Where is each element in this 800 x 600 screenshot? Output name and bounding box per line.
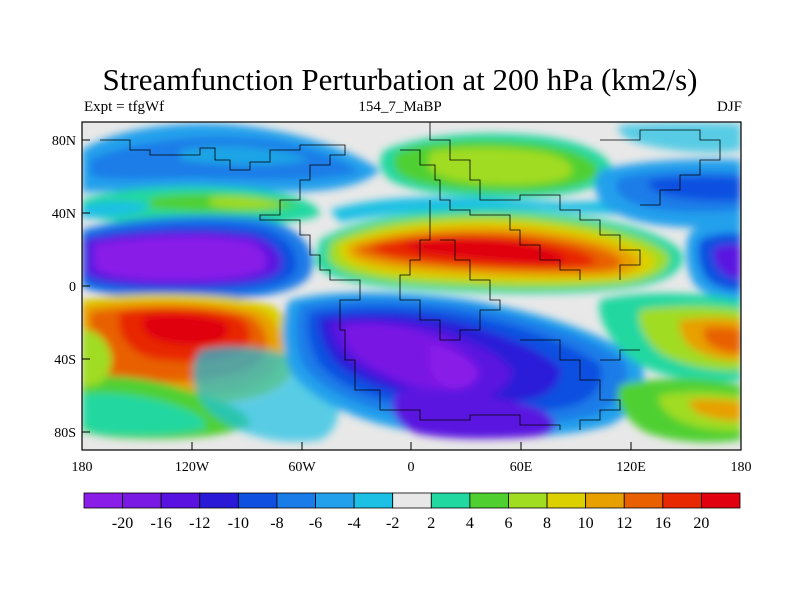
lon-tick-label: 120W [175,460,210,475]
colorbar-box [353,492,394,509]
colorbar-box [701,492,741,509]
colorbar-box [662,492,702,509]
lat-tick-label: 80S [54,426,76,441]
colorbar-label: 12 [616,515,632,532]
run-label: 154_7_MaBP [358,99,442,115]
lat-tick-label: 40S [54,353,76,368]
lon-tick-labels: 180 120W 60W 0 60E 120E 180 [72,460,752,475]
colorbar-box [276,492,316,509]
lon-tick-label: 60W [288,460,316,475]
colorbar-box [430,492,471,509]
colorbar-label: 10 [578,515,594,532]
colorbar-box [392,492,432,509]
experiment-label: Expt = tfgWf [84,99,165,115]
colorbar-label: -10 [228,515,249,532]
colorbar-label: -2 [386,515,399,532]
colorbar-box [199,492,239,509]
colorbar-box [315,492,355,509]
colorbar-box [122,492,162,509]
colorbar-label: -4 [347,515,360,532]
colorbar-labels: -20 -16 -12 -10 -8 -6 -4 -2 2 4 6 8 10 12 16 20 [112,515,709,532]
colorbar-label: -12 [189,515,210,532]
lat-tick-labels: 80N 40N 0 40S 80S [52,134,76,441]
colorbar-label: -16 [151,515,172,532]
colorbar-label: -8 [270,515,283,532]
lon-tick-label: 120E [616,460,646,475]
colorbar-label: 8 [543,515,551,532]
lat-tick-label: 0 [69,280,76,295]
lon-tick-label: 60E [510,460,533,475]
colorbar-box [160,492,201,509]
filled-contours [82,122,741,443]
lon-tick-label: 0 [408,460,415,475]
colorbar-box [508,492,548,509]
colorbar-boxes [83,492,741,509]
chart-title: Streamfunction Perturbation at 200 hPa (… [102,62,698,97]
tick-marks [81,139,742,450]
lat-tick-label: 80N [52,134,76,149]
colorbar-label: 16 [655,515,671,532]
coastlines [100,122,721,430]
lon-tick-label: 180 [72,460,93,475]
lat-tick-label: 40N [52,207,76,222]
colorbar-label: 2 [427,515,435,532]
colorbar-label: -20 [112,515,133,532]
colorbar-label: -6 [309,515,322,532]
colorbar-box [83,492,123,509]
season-label: DJF [716,99,742,115]
lon-tick-label: 180 [731,460,752,475]
colorbar-box [585,492,625,509]
colorbar-label: 6 [504,515,512,532]
colorbar-box [469,492,509,509]
colorbar-box [546,492,587,509]
colorbar-box [237,492,278,509]
colorbar-label: 4 [466,515,474,532]
colorbar-label: 20 [693,515,709,532]
colorbar-box [623,492,664,509]
